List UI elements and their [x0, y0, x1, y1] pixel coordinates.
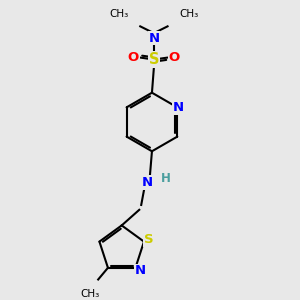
Text: N: N: [135, 264, 146, 277]
Text: CH₃: CH₃: [81, 289, 100, 299]
Text: CH₃: CH₃: [179, 8, 199, 19]
Text: CH₃: CH₃: [109, 8, 128, 19]
Text: O: O: [169, 51, 180, 64]
Text: O: O: [128, 51, 139, 64]
Text: H: H: [161, 172, 171, 185]
Text: S: S: [144, 233, 154, 246]
Text: N: N: [148, 32, 160, 45]
Text: N: N: [173, 101, 184, 114]
Text: S: S: [149, 52, 159, 67]
Text: N: N: [142, 176, 153, 189]
